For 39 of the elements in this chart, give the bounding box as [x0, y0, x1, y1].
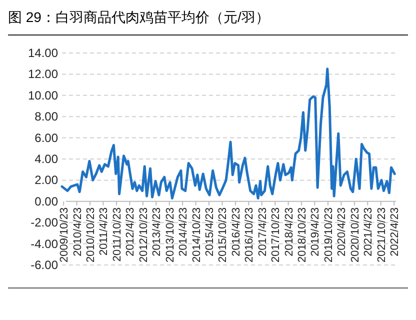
x-tick-label: 2016/4/23 — [230, 207, 242, 256]
x-tick-label: 2019/4/23 — [310, 207, 322, 256]
y-tick-label: 12.00 — [28, 67, 58, 82]
x-tick-label: 2022/4/23 — [389, 207, 402, 256]
y-tick-label: 0.00 — [34, 194, 58, 208]
x-tick-label: 2018/10/23 — [296, 207, 309, 262]
x-tick-label: 2015/4/23 — [204, 207, 216, 256]
x-tick-label: 2018/4/23 — [283, 207, 296, 256]
y-tick-label: 2.00 — [34, 173, 58, 188]
x-tick-label: 2010/4/23 — [72, 207, 84, 256]
x-tick-label: 2021/4/23 — [362, 207, 375, 256]
x-tick-label: 2014/10/23 — [190, 207, 203, 262]
x-tick-label: 2017/4/23 — [256, 207, 269, 256]
x-tick-label: 2020/4/23 — [336, 207, 348, 256]
x-tick-label: 2015/10/23 — [217, 207, 230, 262]
y-tick-label: -4.00 — [30, 236, 58, 251]
x-tick-label: 2020/10/23 — [349, 207, 362, 262]
x-tick-label: 2013/10/23 — [164, 207, 176, 262]
x-tick-label: 2009/10/23 — [58, 207, 71, 262]
y-tick-label: 8.00 — [34, 110, 58, 124]
y-tick-label: 14.00 — [28, 46, 58, 60]
y-tick-label: 4.00 — [34, 152, 58, 166]
line-series — [60, 68, 396, 200]
x-tick-label: 2012/4/23 — [124, 207, 137, 256]
x-tick-label: 2021/10/23 — [376, 207, 388, 262]
y-tick-label: 6.00 — [34, 130, 58, 145]
y-tick-label: 10.00 — [28, 88, 58, 102]
x-tick-label: 2010/10/23 — [85, 207, 98, 262]
x-tick-label: 2014/4/23 — [178, 207, 190, 256]
x-tick-label: 2016/10/23 — [244, 207, 256, 262]
y-tick-label: -6.00 — [30, 258, 58, 272]
x-tick-label: 2019/10/23 — [322, 207, 335, 262]
x-tick-label: 2012/10/23 — [138, 207, 150, 262]
x-tick-label: 2011/4/23 — [98, 207, 110, 256]
y-tick-label: -2.00 — [30, 216, 58, 230]
x-tick-label: 2017/10/23 — [270, 207, 282, 262]
x-tick-label: 2013/4/23 — [151, 207, 164, 256]
chart-title: 图 29：白羽商品代肉鸡苗平均价（元/羽） — [8, 9, 270, 25]
x-tick-label: 2011/10/23 — [111, 207, 124, 262]
